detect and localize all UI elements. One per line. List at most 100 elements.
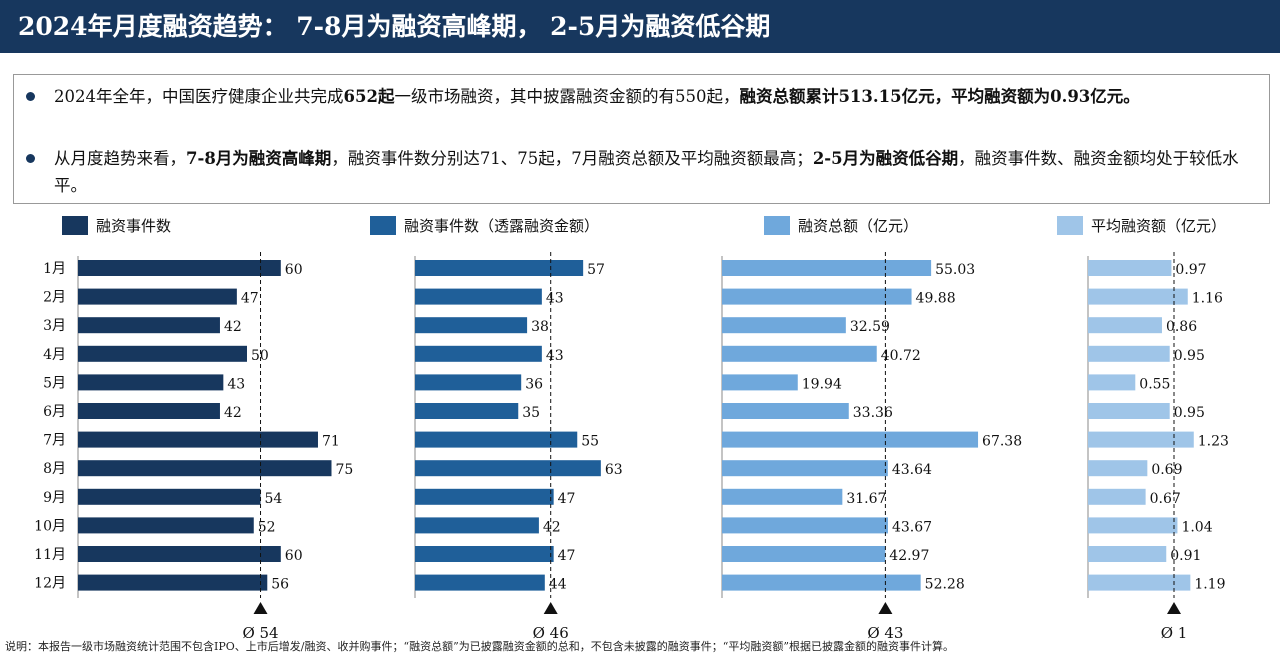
bar [1088,546,1167,562]
bar [415,374,522,391]
legend-label: 融资事件数（透露融资金额） [404,217,599,235]
bar-value-label: 0.55 [1139,376,1170,392]
bar-value-label: 67.38 [982,434,1022,450]
average-label: Ø 46 [533,624,569,642]
bar [722,574,921,591]
bullet-dot-icon [26,154,35,163]
bullet-1-text-1: 2024年全年，中国医疗健康企业共完成 [54,87,344,106]
bullet-2-bold-2: 2-5月为融资低谷期 [812,149,959,168]
bar [722,546,886,562]
average-marker-icon [253,602,268,614]
bar [1088,288,1188,305]
bar [78,546,281,562]
bar-value-label: 50 [251,348,269,364]
bar-value-label: 1.16 [1192,291,1223,307]
bar-value-label: 52.28 [925,577,965,593]
month-label: 8月 [43,461,66,477]
bar [415,345,542,362]
bar-value-label: 40.72 [881,348,921,364]
bar-value-label: 38 [531,319,549,335]
bar [415,288,542,305]
bar-value-label: 32.59 [850,319,890,335]
bar [415,546,554,562]
bar-value-label: 0.95 [1174,348,1205,364]
bar-value-label: 42 [224,319,242,335]
bullet-2-bold-1: 7-8月为融资高峰期 [186,149,332,168]
legend-label: 平均融资额（亿元） [1091,217,1226,235]
bar [1088,260,1172,276]
month-label: 6月 [43,404,66,420]
bar [78,488,261,505]
bar [78,317,220,334]
month-label: 2月 [43,290,66,306]
average-label: Ø 1 [1161,624,1188,642]
bar [415,431,578,448]
bullet-2-text-3: ，融资事件数、融资金额均处于较低水平。 [54,149,1239,195]
summary-bullet-2: 从月度趋势来看，7-8月为融资高峰期，融资事件数分别达71、75起，7月融资总额… [26,145,1256,199]
bar-value-label: 47 [241,291,259,307]
bar [722,460,888,477]
bar [722,374,798,391]
charts-area: 1月 2月 3月 4月 5月 6月 7月 8月 9月 10月 11月 12月 融资事件数 60 47 42 50… [0,208,1280,644]
bar-value-label: 57 [587,262,605,278]
bar [78,574,268,591]
bar [78,374,224,391]
bar [78,517,254,534]
bar-value-label: 35 [522,405,540,421]
bar [78,345,247,362]
bar-value-label: 49.88 [916,291,956,307]
bar [78,460,332,477]
bar-value-label: 0.86 [1166,319,1197,335]
bar-value-label: 71 [322,434,340,450]
bar [1088,488,1146,505]
bar-value-label: 36 [525,376,543,392]
bar-value-label: 47 [558,491,576,507]
bar-value-label: 60 [285,262,303,278]
bar [722,403,849,419]
bar [415,517,539,534]
bar [722,260,932,276]
bar-charts-svg: 1月 2月 3月 4月 5月 6月 7月 8月 9月 10月 11月 12月 融资事件数 60 47 42 50… [34,216,1229,642]
bullet-1-text-2: 一级市场融资，其中披露融资金额的有550起， [394,87,740,106]
bar [722,345,877,362]
bar [722,288,912,305]
bar-value-label: 56 [271,577,289,593]
legend-swatch [62,216,88,235]
average-label: Ø 43 [867,624,903,642]
bar [722,488,843,505]
bar [1088,403,1170,419]
bar [722,431,979,448]
bullet-2-text-1: 从月度趋势来看， [54,149,186,168]
bar [78,431,318,448]
legend-swatch [1057,216,1083,235]
month-label: 4月 [43,347,66,363]
bar-value-label: 75 [336,462,354,478]
bar [1088,431,1194,448]
bar-value-label: 42 [543,519,561,535]
bar-value-label: 54 [265,491,283,507]
bar-value-label: 19.94 [802,376,842,392]
bar [415,460,601,477]
bullet-dot-icon [26,92,35,101]
bar [1088,317,1162,334]
bar-value-label: 0.69 [1151,462,1182,478]
bar-value-label: 42 [224,405,242,421]
bar-value-label: 43.67 [892,519,932,535]
bar-value-label: 63 [605,462,623,478]
bar-value-label: 55 [581,434,599,450]
bar-value-label: 0.67 [1150,491,1181,507]
bar [415,317,528,334]
bullet-2-text-2: ，融资事件数分别达71、75起，7月融资总额及平均融资额最高； [331,149,813,168]
bar-value-label: 1.19 [1194,577,1225,593]
bar [78,260,281,276]
average-marker-icon [878,602,893,614]
bar-value-label: 1.23 [1198,434,1229,450]
bar-value-label: 52 [258,519,276,535]
bar-value-label: 0.97 [1175,262,1206,278]
bar-value-label: 43 [546,291,564,307]
bar-value-label: 44 [549,577,567,593]
bar [1088,460,1148,477]
bar [78,288,237,305]
bar [1088,345,1170,362]
bar-value-label: 31.67 [846,491,886,507]
